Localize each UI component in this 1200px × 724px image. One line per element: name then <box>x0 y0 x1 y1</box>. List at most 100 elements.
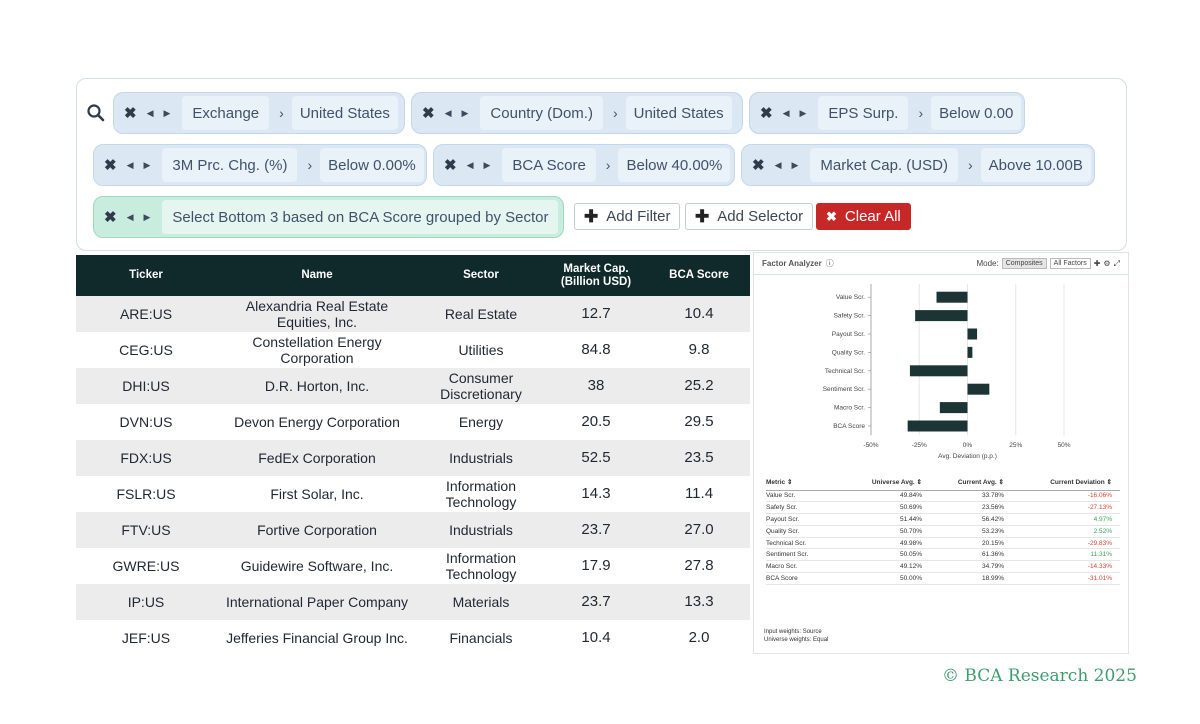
ticker-cell[interactable]: GWRE:US <box>112 558 180 574</box>
remove-icon[interactable]: ✖ <box>752 157 765 174</box>
expand-icon[interactable]: ⤢ <box>1113 258 1120 268</box>
table-row[interactable]: DVN:US Devon Energy Corporation Energy 20.5… <box>76 404 750 440</box>
filter-label: 3M Prc. Chg. (%) <box>162 148 298 182</box>
column-header-bca-score[interactable]: BCA Score <box>648 255 750 296</box>
ticker-cell[interactable]: FSLR:US <box>116 486 176 502</box>
remove-icon[interactable]: ✖ <box>104 209 117 226</box>
filter-value[interactable]: United States <box>625 96 732 130</box>
sort-icon: ⇕ <box>916 478 922 486</box>
filter-chip-eps-surp[interactable]: ✖ ◀ ▶ EPS Surp. › Below 0.00 <box>749 92 1025 134</box>
ticker-cell[interactable]: FDX:US <box>76 440 216 476</box>
move-right-icon[interactable]: ▶ <box>799 107 807 118</box>
table-row[interactable]: JEF:US Jefferies Financial Group Inc. Fina… <box>76 620 750 656</box>
name-line: FedEx Corporation <box>258 450 376 466</box>
filter-value[interactable]: United States <box>291 96 398 130</box>
category-label: Value Scr. <box>836 294 865 301</box>
table-row[interactable]: IP:US International Paper Company Material… <box>76 584 750 620</box>
chevron-right-icon: › <box>279 105 284 121</box>
filter-value[interactable]: Below 40.00% <box>618 148 731 182</box>
filter-value[interactable]: Above 10.00B <box>980 148 1091 182</box>
remove-icon[interactable]: ✖ <box>124 105 137 122</box>
name-cell: Devon Energy Corporation <box>216 404 418 440</box>
column-header-ticker[interactable]: Ticker <box>76 255 216 296</box>
column-header-name[interactable]: Name <box>216 255 418 296</box>
market-cap-cell: 23.7 <box>544 584 648 620</box>
gear-icon[interactable]: ⚙ <box>1103 259 1111 268</box>
column-header-current-avg[interactable]: Current Avg. ⇕ <box>930 474 1012 491</box>
info-icon[interactable]: ⓘ <box>825 259 834 268</box>
remove-icon[interactable]: ✖ <box>444 157 457 174</box>
column-header-universe-avg[interactable]: Universe Avg. ⇕ <box>852 474 930 491</box>
move-left-icon[interactable]: ◀ <box>774 159 782 170</box>
column-header-sector[interactable]: Sector <box>418 255 544 296</box>
move-left-icon[interactable]: ◀ <box>146 107 154 118</box>
ticker-cell[interactable]: IP:US <box>76 584 216 620</box>
table-row[interactable]: DHI:US D.R. Horton, Inc. Consumer Discretio… <box>76 368 750 404</box>
selector-label[interactable]: Select Bottom 3 based on BCA Score group… <box>162 200 559 234</box>
remove-icon[interactable]: ✖ <box>104 157 117 174</box>
ticker-cell[interactable]: FTV:US <box>76 512 216 548</box>
table-row[interactable]: ARE:US Alexandria Real Estate Equities, In… <box>76 296 750 332</box>
table-row[interactable]: GWRE:US Guidewire Software, Inc. Informati… <box>76 548 750 584</box>
column-header-market-cap[interactable]: Market Cap. (Billion USD) <box>544 255 648 296</box>
move-right-icon[interactable]: ▶ <box>483 159 491 170</box>
sector-line: Utilities <box>458 342 504 358</box>
column-header-metric[interactable]: Metric ⇕ <box>766 474 852 491</box>
move-left-icon[interactable]: ◀ <box>782 107 790 118</box>
move-left-icon[interactable]: ◀ <box>126 159 134 170</box>
ticker-cell[interactable]: DHI:US <box>76 368 216 404</box>
search-icon[interactable] <box>86 103 106 123</box>
filter-chip-market-cap[interactable]: ✖ ◀ ▶ Market Cap. (USD) › Above 10.00B <box>741 144 1095 186</box>
factor-deviation-chart: Value Scr. Safety Scr. Payout Scr. Quality … <box>823 284 1071 460</box>
filter-chip-3m-price-change[interactable]: ✖ ◀ ▶ 3M Prc. Chg. (%) › Below 0.00% <box>93 144 427 186</box>
current-avg-cell: 23.56% <box>930 501 1012 515</box>
metric-cell: Quality Scr. <box>766 525 852 538</box>
close-icon: ✖ <box>826 208 837 224</box>
name-line: Devon Energy Corporation <box>234 414 400 430</box>
move-right-icon[interactable]: ▶ <box>163 107 171 118</box>
clear-all-button[interactable]: ✖ Clear All <box>816 203 911 230</box>
sector-cell: Industrials <box>418 512 544 548</box>
filter-value[interactable]: Below 0.00 <box>931 96 1022 130</box>
mode-composites[interactable]: Composites <box>1001 258 1047 269</box>
filter-chip-country[interactable]: ✖ ◀ ▶ Country (Dom.) › United States <box>411 92 743 134</box>
table-row[interactable]: FSLR:US First Solar, Inc. Information Techn… <box>76 476 750 512</box>
filter-chip-bca-score[interactable]: ✖ ◀ ▶ BCA Score › Below 40.00% <box>433 144 735 186</box>
add-selector-button[interactable]: ✚ Add Selector <box>685 203 814 230</box>
column-header-current-deviation[interactable]: Current Deviation ⇕ <box>1012 474 1120 491</box>
remove-icon[interactable]: ✖ <box>422 105 435 122</box>
ticker-cell[interactable]: JEF:US <box>121 630 171 646</box>
bar <box>967 346 973 358</box>
filter-value[interactable]: Below 0.00% <box>320 148 424 182</box>
filter-chip-exchange[interactable]: ✖ ◀ ▶ Exchange › United States <box>113 92 405 134</box>
table-row[interactable]: FDX:US FedEx Corporation Industrials 52.5 23… <box>76 440 750 476</box>
current-deviation-cell: 2.52% <box>1012 525 1120 538</box>
table-row[interactable]: CEG:US Constellation Energy Corporation Uti… <box>76 332 750 368</box>
add-icon[interactable]: ✚ <box>1093 259 1101 268</box>
move-right-icon[interactable]: ▶ <box>461 107 469 118</box>
factor-analyzer-panel: Factor Analyzer ⓘ Mode: Composites All F… <box>753 252 1129 654</box>
add-filter-button[interactable]: ✚ Add Filter <box>574 203 681 230</box>
header-line: (Billion USD) <box>560 275 632 288</box>
factor-row: Technical Scr. 49.98% 20.15% -29.83% <box>766 537 1120 550</box>
move-right-icon[interactable]: ▶ <box>791 159 799 170</box>
filter-label: Market Cap. (USD) <box>810 148 958 182</box>
sector-line: Technology <box>445 566 517 582</box>
move-left-icon[interactable]: ◀ <box>126 211 134 222</box>
move-left-icon[interactable]: ◀ <box>444 107 452 118</box>
move-right-icon[interactable]: ▶ <box>143 211 151 222</box>
universe-weights-note: Universe weights: Equal <box>764 637 829 643</box>
name-line: Fortive Corporation <box>257 522 377 538</box>
ticker-cell[interactable]: ARE:US <box>76 296 216 332</box>
bca-score-cell: 9.8 <box>688 341 710 358</box>
move-left-icon[interactable]: ◀ <box>466 159 474 170</box>
selector-chip[interactable]: ✖ ◀ ▶ Select Bottom 3 based on BCA Score g… <box>93 196 564 238</box>
mode-all-factors[interactable]: All Factors <box>1049 258 1091 269</box>
ticker-cell[interactable]: DVN:US <box>119 414 173 430</box>
table-row[interactable]: FTV:US Fortive Corporation Industrials 23.7… <box>76 512 750 548</box>
remove-icon[interactable]: ✖ <box>760 105 773 122</box>
move-right-icon[interactable]: ▶ <box>143 159 151 170</box>
sector-cell: Industrials <box>418 440 544 476</box>
ticker-cell[interactable]: CEG:US <box>119 342 173 358</box>
name-line: Corporation <box>280 350 354 366</box>
